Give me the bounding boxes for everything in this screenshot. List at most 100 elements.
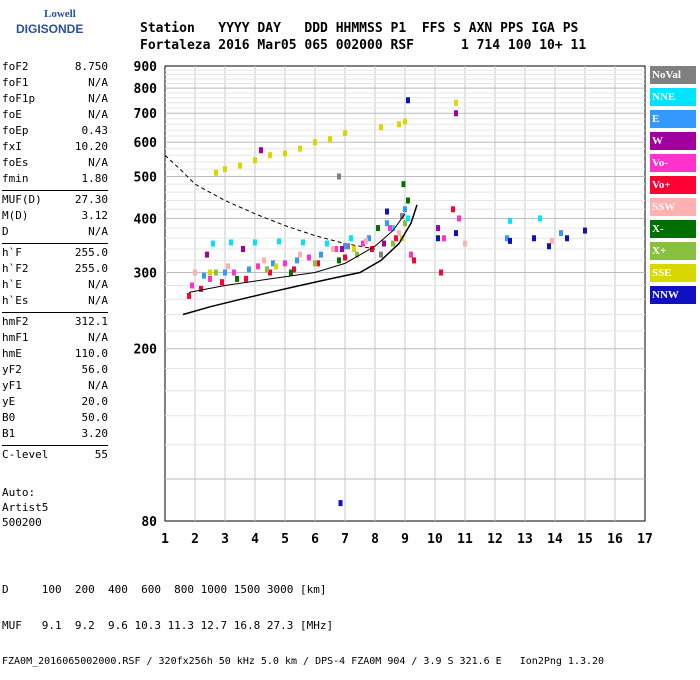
param-label: yE [2, 395, 16, 408]
echo-point-w [340, 245, 344, 252]
param-value: 255.0 [74, 246, 108, 259]
autoscaling-info: Auto: Artist5 500200 [2, 485, 48, 530]
param-label: D [2, 225, 9, 238]
echo-point-noval [346, 243, 350, 250]
echo-point-e [403, 206, 407, 213]
x-tick-label: 5 [281, 532, 289, 547]
param-label: foE [2, 108, 22, 121]
echo-point-sse [403, 118, 407, 125]
param-label: fxI [2, 140, 22, 153]
y-tick-label: 200 [134, 343, 158, 358]
param-row-yf2: yF2 56.0 [2, 363, 108, 379]
echo-point-sse [268, 152, 272, 159]
param-row-d: D N/A [2, 225, 108, 241]
echo-point-ssw [550, 237, 554, 244]
echo-point-vo [190, 282, 194, 289]
param-label: h`E [2, 278, 22, 291]
echo-point-sse [214, 169, 218, 176]
echo-point-sse [298, 145, 302, 152]
echo-point-x [376, 225, 380, 232]
param-row-hmf2: hmF2 312.1 [2, 315, 108, 331]
param-row-hf2: h`F2 255.0 [2, 262, 108, 278]
param-label: foF1 [2, 76, 29, 89]
header-p1-value: RSF [390, 38, 414, 53]
y-tick-label: 800 [134, 82, 158, 97]
param-row-b1: B1 3.20 [2, 427, 108, 443]
param-label: hmE [2, 347, 22, 360]
echo-point-x [401, 181, 406, 188]
dashed-trace-line [164, 154, 376, 250]
echo-point-nnw [406, 97, 410, 104]
param-label: hmF1 [2, 331, 29, 344]
echo-point-nnw [583, 227, 587, 234]
param-label: foEs [2, 156, 29, 169]
echo-point-sse [397, 121, 401, 128]
param-value: 56.0 [81, 363, 109, 376]
x-tick-label: 10 [427, 532, 443, 547]
x-tick-label: 7 [341, 532, 349, 547]
echo-point-nnw [532, 235, 536, 242]
param-row-hmf1: hmF1 N/A [2, 331, 108, 347]
echo-point-w [205, 251, 209, 258]
echo-point-nnw [454, 230, 458, 237]
echo-point-w [241, 245, 245, 252]
echo-point-sse [283, 150, 287, 157]
echo-point-sse [253, 157, 257, 164]
echo-point-e [385, 220, 389, 227]
param-value: 55 [94, 448, 108, 461]
header-station-value: Fortaleza [140, 38, 211, 53]
echo-point-nnw [436, 235, 440, 242]
echo-point-nnw [338, 500, 343, 507]
x-tick-label: 17 [637, 532, 653, 547]
param-value: 1.80 [81, 172, 109, 185]
auto-software: Artist5 [2, 501, 49, 514]
param-value: N/A [88, 294, 108, 307]
echo-point-x [289, 269, 293, 276]
header-pps-value: 100 [507, 38, 532, 53]
header-ps-value: 11 [570, 38, 587, 53]
echo-point-e [295, 257, 299, 264]
echo-point-ssw [193, 269, 197, 276]
echo-point-nnw [547, 243, 551, 250]
echo-point-sse [328, 136, 332, 143]
param-row-fxi: fxI 10.20 [2, 140, 108, 156]
x-tick-label: 14 [547, 532, 563, 547]
echo-point-nne [349, 235, 353, 242]
echo-point-nne [211, 240, 215, 247]
ionogram-chart: 1 2 3 4 5 6 7 8 9 10 11 12 13 14 15 16 17802003004005006… [134, 60, 653, 547]
echo-point-sse [208, 269, 212, 276]
footer-info: D 100 200 400 600 800 1000 1500 3000 [km… [2, 560, 604, 680]
param-row-foep: foEp 0.43 [2, 124, 108, 140]
y-tick-label: 80 [141, 515, 157, 530]
legend-item-noval: NoVal [650, 66, 696, 84]
y-tick-label: 600 [134, 136, 158, 151]
param-label: yF2 [2, 363, 22, 376]
echo-point-nne [325, 240, 329, 247]
header-ddd-label: DDD [304, 21, 328, 36]
polarization-legend: NoVal NNE E W Vo- Vo+ SSW X- X+ SSE NNW [650, 66, 696, 308]
echo-point-e [343, 243, 347, 250]
echo-point-x [235, 275, 239, 282]
param-value: 8.750 [74, 60, 108, 73]
echo-point-vo [451, 206, 455, 213]
header-date-value: 2016 Mar05 [218, 38, 297, 53]
echo-point-x [313, 260, 317, 267]
param-row-md: M(D) 3.12 [2, 209, 108, 225]
echo-point-x [214, 269, 218, 276]
echo-point-nnw [385, 208, 389, 215]
echo-point-x [265, 266, 269, 273]
echo-point-w [382, 240, 386, 247]
param-label: B1 [2, 427, 16, 440]
station-header: Station YYYY DAY DDD HHMMSS P1 FFS S AXN… [140, 20, 586, 54]
header-pps-label: PPS [500, 21, 524, 36]
param-row-fmin: fmin 1.80 [2, 172, 108, 188]
echo-point-ssw [463, 240, 467, 247]
footer-muf-row: MUF 9.1 9.2 9.6 10.3 11.3 12.7 16.8 27.3… [2, 619, 334, 632]
param-divider [2, 312, 108, 313]
footer-distance-row: D 100 200 400 600 800 1000 1500 3000 [km… [2, 583, 327, 596]
legend-item-x: X- [650, 220, 696, 238]
param-value: 27.30 [74, 193, 108, 206]
param-row-clevel: C-level 55 [2, 448, 108, 464]
echo-point-x [406, 197, 410, 204]
echo-point-nnw [565, 235, 569, 242]
